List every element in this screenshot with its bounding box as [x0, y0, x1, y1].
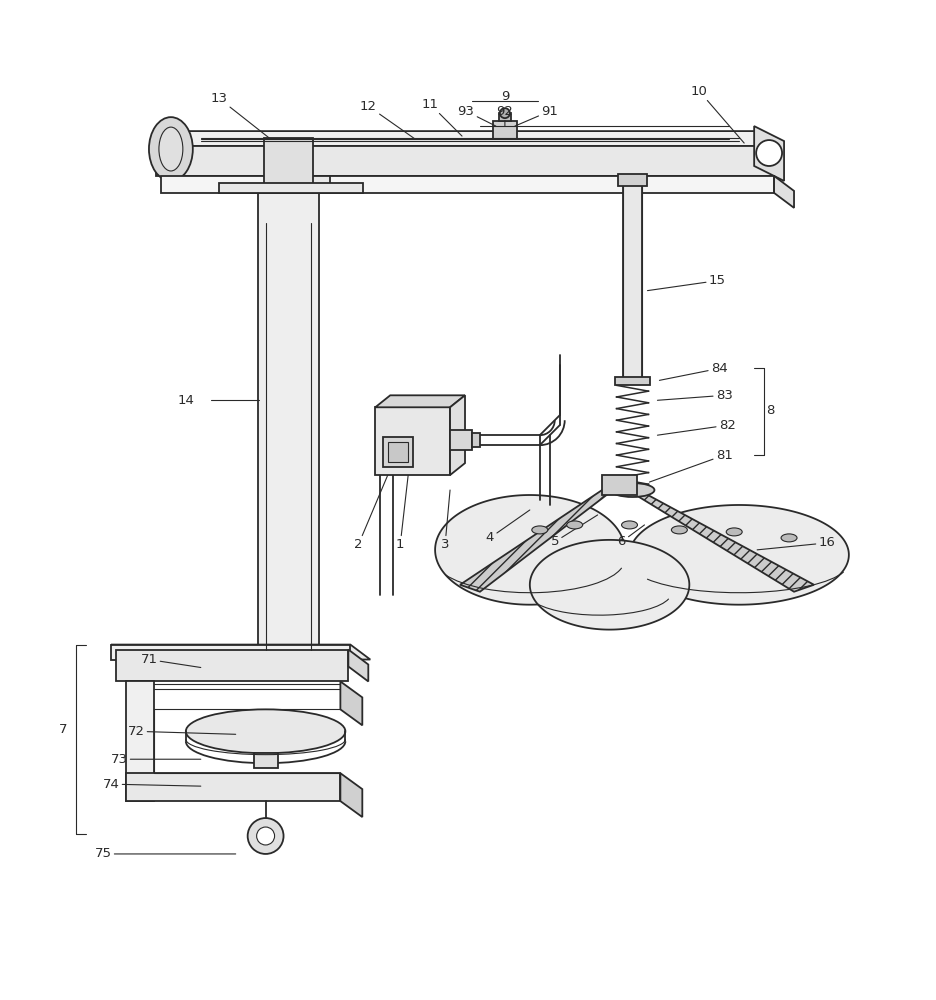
Ellipse shape [159, 127, 183, 171]
Bar [602, 475, 637, 495]
Ellipse shape [610, 483, 654, 497]
Text: 93: 93 [458, 105, 496, 126]
Ellipse shape [149, 117, 193, 181]
Polygon shape [219, 183, 363, 193]
Text: 75: 75 [95, 847, 236, 860]
Text: 11: 11 [421, 98, 462, 136]
Ellipse shape [726, 528, 742, 536]
Text: 7: 7 [59, 723, 67, 736]
Ellipse shape [186, 709, 345, 753]
Polygon shape [375, 395, 465, 407]
Ellipse shape [532, 526, 548, 534]
Text: 74: 74 [103, 778, 201, 791]
Ellipse shape [756, 140, 782, 166]
Text: 16: 16 [757, 536, 835, 550]
Text: 4: 4 [486, 510, 530, 544]
Polygon shape [111, 645, 350, 660]
Polygon shape [530, 540, 689, 630]
Text: 9: 9 [501, 90, 509, 103]
Polygon shape [156, 146, 779, 176]
Bar [264, 138, 314, 193]
Text: 81: 81 [650, 449, 733, 482]
Bar [472, 433, 480, 447]
Text: 91: 91 [515, 105, 558, 126]
Text: 72: 72 [127, 725, 236, 738]
Bar [126, 773, 341, 801]
Bar [388, 442, 408, 462]
Polygon shape [348, 650, 368, 681]
Text: 15: 15 [648, 274, 725, 291]
Polygon shape [460, 485, 620, 592]
Polygon shape [271, 176, 330, 193]
Bar [618, 174, 648, 186]
Polygon shape [161, 176, 774, 193]
Text: 84: 84 [660, 362, 727, 380]
Polygon shape [341, 681, 362, 725]
Text: 3: 3 [441, 490, 450, 551]
Polygon shape [754, 126, 784, 181]
Bar [126, 681, 154, 801]
Bar [116, 650, 348, 681]
Polygon shape [111, 645, 371, 660]
Bar [622, 181, 642, 380]
Bar [375, 407, 450, 475]
Text: 71: 71 [140, 653, 201, 668]
Polygon shape [156, 131, 779, 146]
Polygon shape [435, 495, 624, 605]
Text: 5: 5 [550, 515, 597, 548]
Text: 6: 6 [618, 525, 645, 548]
Text: 83: 83 [657, 389, 733, 402]
Bar [383, 437, 413, 467]
Ellipse shape [622, 521, 637, 529]
Bar [615, 377, 651, 385]
Text: 12: 12 [359, 100, 416, 139]
Polygon shape [630, 505, 849, 605]
Ellipse shape [500, 108, 510, 118]
Polygon shape [450, 395, 465, 475]
Bar [450, 430, 472, 450]
Text: 92: 92 [496, 105, 513, 126]
Text: 2: 2 [354, 462, 393, 551]
Text: 8: 8 [766, 404, 774, 417]
Text: 73: 73 [110, 753, 201, 766]
Ellipse shape [566, 521, 582, 529]
Text: 14: 14 [178, 394, 195, 407]
Text: 13: 13 [211, 92, 271, 139]
Ellipse shape [248, 818, 284, 854]
Bar [493, 121, 517, 139]
Bar [499, 113, 511, 121]
Polygon shape [620, 485, 814, 592]
Ellipse shape [781, 534, 797, 542]
Text: 1: 1 [396, 475, 408, 551]
Ellipse shape [671, 526, 687, 534]
Polygon shape [774, 176, 794, 208]
Ellipse shape [256, 827, 274, 845]
Text: 10: 10 [691, 85, 744, 143]
Bar [257, 193, 319, 660]
Bar [254, 753, 278, 768]
Polygon shape [341, 773, 362, 817]
Text: 82: 82 [657, 419, 736, 435]
